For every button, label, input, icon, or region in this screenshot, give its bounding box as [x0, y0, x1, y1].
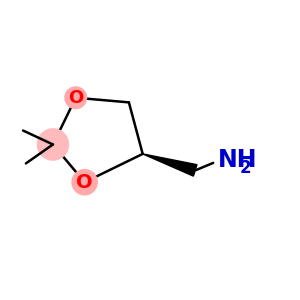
Text: NH: NH: [218, 148, 257, 172]
Text: O: O: [68, 89, 83, 107]
Circle shape: [72, 169, 97, 195]
Polygon shape: [143, 154, 197, 176]
Circle shape: [38, 129, 69, 160]
Text: O: O: [76, 173, 93, 192]
Text: 2: 2: [239, 159, 251, 177]
Circle shape: [65, 87, 87, 109]
